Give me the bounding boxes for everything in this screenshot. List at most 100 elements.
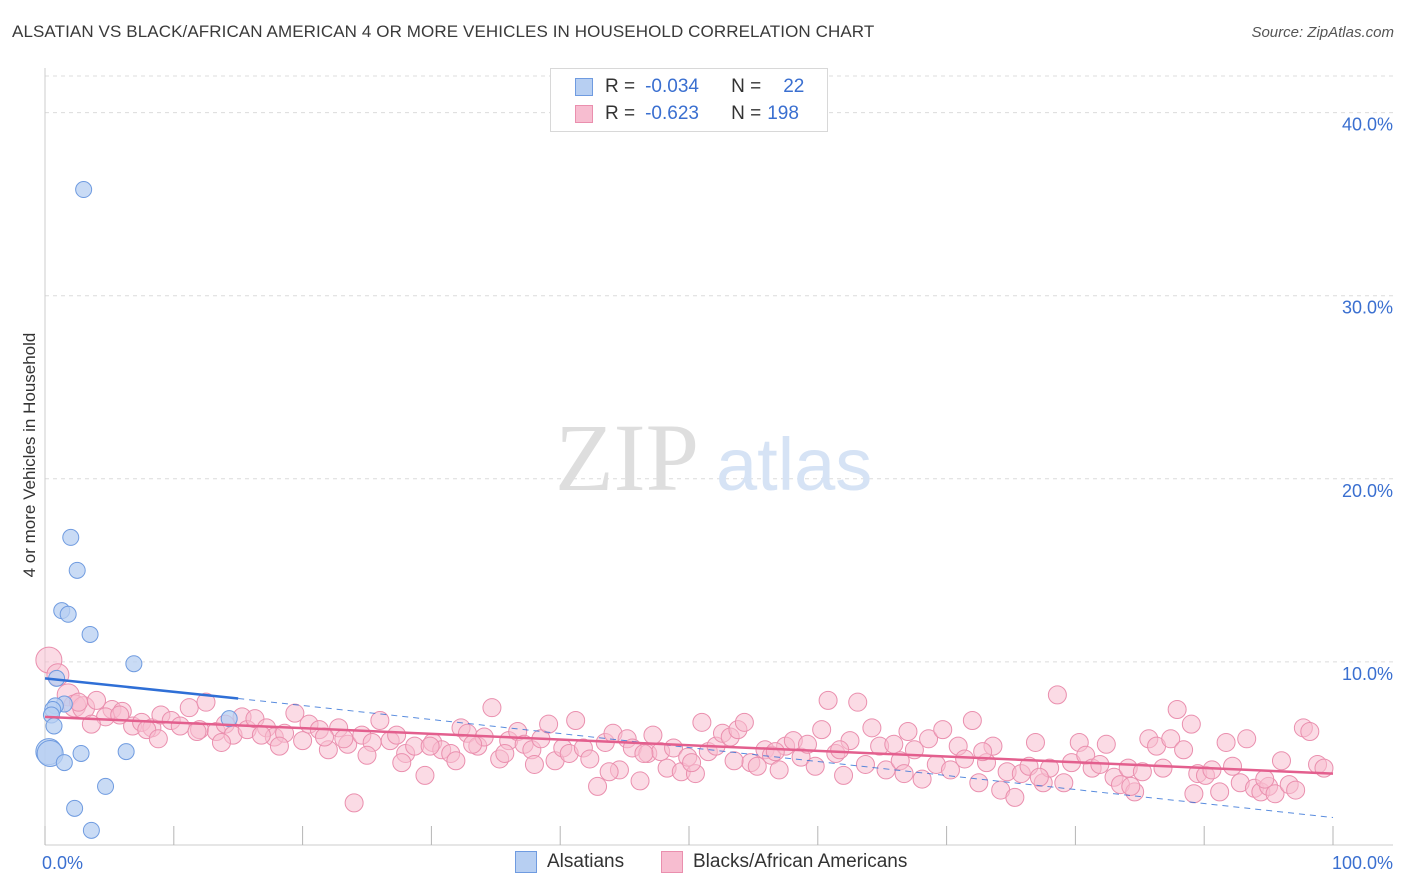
legend-r-value: -0.623 [645,103,699,124]
data-point-alsatians [75,181,93,199]
data-point-blacks [1210,782,1230,802]
data-point-blacks [805,756,825,776]
legend-n-label: N = [731,103,762,124]
data-point-blacks [211,732,231,752]
data-point-blacks [894,764,914,784]
data-point-blacks [855,754,875,774]
y-tick-label: 10.0% [1342,664,1393,684]
data-point-blacks [834,765,854,785]
data-point-blacks [1271,751,1291,771]
watermark-zip: ZIP [555,404,699,511]
data-point-blacks [1054,773,1074,793]
chart-title: ALSATIAN VS BLACK/AFRICAN AMERICAN 4 OR … [12,22,875,41]
correlation-legend: R = -0.034 N = 22 R = -0.623 N = 198 [550,68,828,132]
data-point-blacks [1223,756,1243,776]
data-point-alsatians [59,605,77,623]
data-point-blacks [1005,787,1025,807]
data-point-blacks [87,690,107,710]
grid-layer [45,75,1393,663]
data-point-blacks [724,751,744,771]
series-swatch-pink [661,851,683,873]
data-point-blacks [148,729,168,749]
data-point-blacks [588,776,608,796]
legend-r-label: R = [605,76,636,97]
data-point-alsatians [82,821,100,839]
legend-n-value: 198 [767,103,799,124]
data-point-blacks [415,765,435,785]
watermark: ZIP atlas [555,404,872,511]
data-point-alsatians [72,744,90,762]
data-point-blacks [973,742,993,762]
legend-r-value: -0.034 [645,76,699,97]
data-point-blacks [170,716,190,736]
data-point-blacks [580,749,600,769]
data-point-blacks [1153,758,1173,778]
series-label-blacks: Blacks/African Americans [693,851,908,872]
data-point-blacks [848,692,868,712]
data-point-alsatians [66,799,84,817]
y-tick-label: 40.0% [1342,115,1393,135]
data-point-blacks [769,760,789,780]
data-point-blacks [1167,700,1187,720]
data-point-alsatians [125,655,143,673]
data-point-blacks [1121,776,1141,796]
legend-n-label: N = [731,76,762,97]
series-legend: Alsatians Blacks/African Americans [0,851,1406,879]
y-axis-label: 4 or more Vehicles in Household [20,333,39,578]
data-point-blacks [495,743,515,763]
data-point-alsatians [97,777,115,795]
data-point-blacks [734,712,754,732]
data-point-blacks [1029,767,1049,787]
data-point-alsatians [62,528,80,546]
data-point-blacks [1047,685,1067,705]
data-point-blacks [1174,740,1194,760]
data-point-blacks [898,721,918,741]
legend-swatch-pink [575,105,593,123]
data-point-blacks [1096,734,1116,754]
data-point-blacks [1161,729,1181,749]
data-point-blacks [1181,714,1201,734]
data-point-alsatians [55,754,73,772]
data-point-blacks [599,762,619,782]
data-point-alsatians [45,717,63,735]
data-point-blacks [1255,769,1275,789]
data-point-blacks [812,720,832,740]
data-point-blacks [912,769,932,789]
data-point-alsatians [81,625,99,643]
data-point-blacks [566,710,586,730]
data-point-blacks [269,736,289,756]
data-point-blacks [387,725,407,745]
data-point-alsatians [220,710,238,728]
data-point-blacks [196,692,216,712]
data-point-blacks [463,734,483,754]
legend-r-label: R = [605,103,636,124]
data-point-blacks [1286,780,1306,800]
data-point-blacks [692,712,712,732]
trend-line-blacks [44,715,1334,775]
data-point-blacks [682,753,702,773]
data-point-blacks [634,743,654,763]
data-point-blacks [797,734,817,754]
series-legend-blacks[interactable]: Blacks/African Americans [661,851,907,873]
data-point-blacks [940,760,960,780]
data-point-blacks [884,734,904,754]
data-point-blacks [293,731,313,751]
data-point-blacks [955,749,975,769]
trend-layer [44,677,1334,819]
data-point-alsatians [68,561,86,579]
data-point-blacks [179,698,199,718]
data-point-blacks [1237,729,1257,749]
data-point-blacks [1132,762,1152,782]
series-legend-alsatians[interactable]: Alsatians [515,851,624,873]
series-label-alsatians: Alsatians [547,851,625,872]
data-point-blacks [251,725,271,745]
data-point-blacks [1025,732,1045,752]
legend-row-blacks: R = -0.623 N = 198 [575,103,799,125]
data-point-blacks [344,793,364,813]
data-point-blacks [818,690,838,710]
data-point-blacks [933,720,953,740]
data-point-blacks [334,729,354,749]
legend-n-value: 22 [783,76,805,97]
pink-series-points [35,646,1334,813]
